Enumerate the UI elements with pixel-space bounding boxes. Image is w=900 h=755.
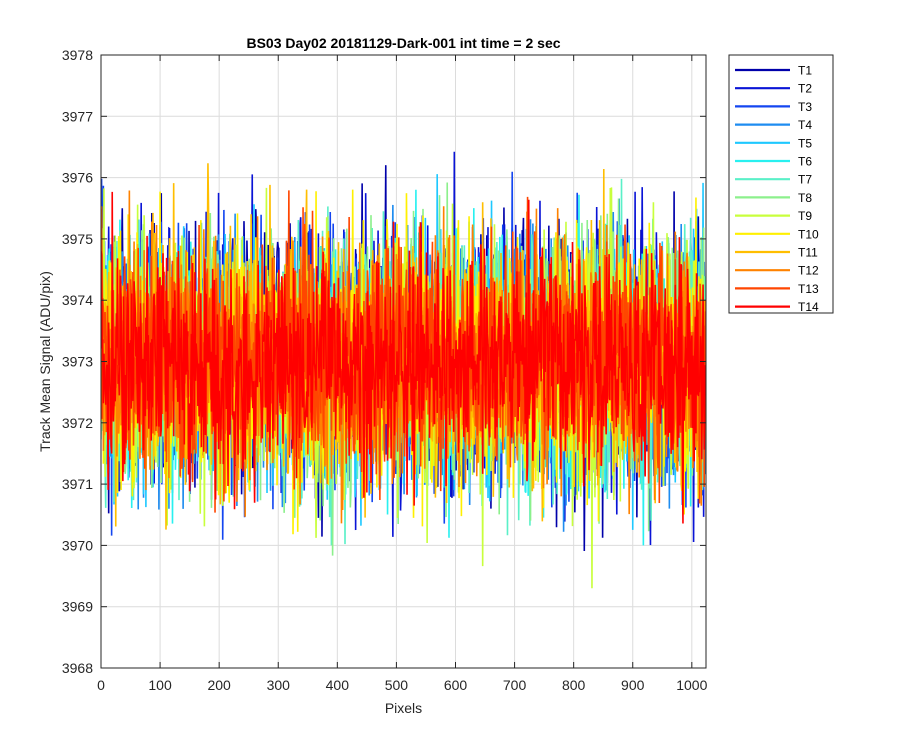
legend-item-t8: T8 <box>735 191 812 205</box>
y-axis-label: Track Mean Signal (ADU/pix) <box>37 271 53 452</box>
y-tick-label: 3973 <box>62 354 93 370</box>
legend-label: T7 <box>798 173 812 187</box>
legend-label: T13 <box>798 282 819 296</box>
x-tick-label: 400 <box>326 677 350 693</box>
y-tick-label: 3971 <box>62 476 93 492</box>
legend-label: T11 <box>798 246 818 260</box>
axis-ticks: 0 100 200 300 400 500 600 700 800 900 1000 3968 3969… <box>62 47 708 693</box>
x-tick-label: 700 <box>503 677 527 693</box>
legend-label: T3 <box>798 100 812 114</box>
legend-label: T1 <box>798 64 812 78</box>
legend-label: T9 <box>798 209 812 223</box>
y-tick-label: 3969 <box>62 599 93 615</box>
legend-item-t13: T13 <box>735 282 819 296</box>
legend-item-t11: T11 <box>735 246 818 260</box>
y-tick-label: 3968 <box>62 660 93 676</box>
x-tick-label: 0 <box>97 677 105 693</box>
y-tick-label: 3977 <box>62 108 93 124</box>
series-line-t14 <box>101 191 706 524</box>
y-tick-label: 3970 <box>62 537 93 553</box>
x-tick-label: 1000 <box>676 677 707 693</box>
legend-label: T10 <box>798 227 819 241</box>
plot-area: 0 100 200 300 400 500 600 700 800 900 1000 3968 3969… <box>62 47 708 693</box>
y-tick-label: 3972 <box>62 415 93 431</box>
x-tick-label: 800 <box>562 677 586 693</box>
legend-label: T6 <box>798 155 812 169</box>
legend-item-t4: T4 <box>735 118 812 132</box>
x-tick-label: 500 <box>385 677 409 693</box>
x-tick-label: 900 <box>621 677 645 693</box>
legend-item-t3: T3 <box>735 100 812 114</box>
legend: T1 T2 T3 T4 T5 T6 T7 T8 T9 T10 T11 T12 T13 T14 <box>728 54 834 314</box>
y-tick-label: 3976 <box>62 170 93 186</box>
legend-label: T5 <box>798 136 812 150</box>
y-tick-label: 3975 <box>62 231 93 247</box>
x-axis-label: Pixels <box>385 700 422 716</box>
legend-item-t1: T1 <box>735 64 812 78</box>
legend-item-t2: T2 <box>735 82 812 96</box>
legend-item-t7: T7 <box>735 173 812 187</box>
chart-title: BS03 Day02 20181129-Dark-001 int time = … <box>246 35 560 51</box>
legend-label: T4 <box>798 118 812 132</box>
legend-item-t9: T9 <box>735 209 812 223</box>
legend-label: T2 <box>798 82 812 96</box>
x-tick-label: 200 <box>207 677 231 693</box>
legend-label: T8 <box>798 191 812 205</box>
legend-item-t5: T5 <box>735 136 812 150</box>
legend-label: T12 <box>798 264 819 278</box>
legend-item-t10: T10 <box>735 227 819 241</box>
x-tick-label: 600 <box>444 677 468 693</box>
x-tick-label: 300 <box>267 677 291 693</box>
legend-label: T14 <box>798 300 819 314</box>
legend-item-t12: T12 <box>735 264 819 278</box>
legend-item-t14: T14 <box>735 300 819 314</box>
x-tick-label: 100 <box>148 677 172 693</box>
series-lines <box>101 151 706 589</box>
legend-item-t6: T6 <box>735 155 812 169</box>
y-tick-label: 3978 <box>62 47 93 63</box>
y-tick-label: 3974 <box>62 292 93 308</box>
